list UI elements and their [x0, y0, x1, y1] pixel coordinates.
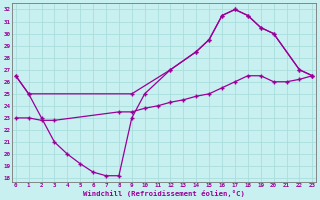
X-axis label: Windchill (Refroidissement éolien,°C): Windchill (Refroidissement éolien,°C) — [83, 190, 245, 197]
